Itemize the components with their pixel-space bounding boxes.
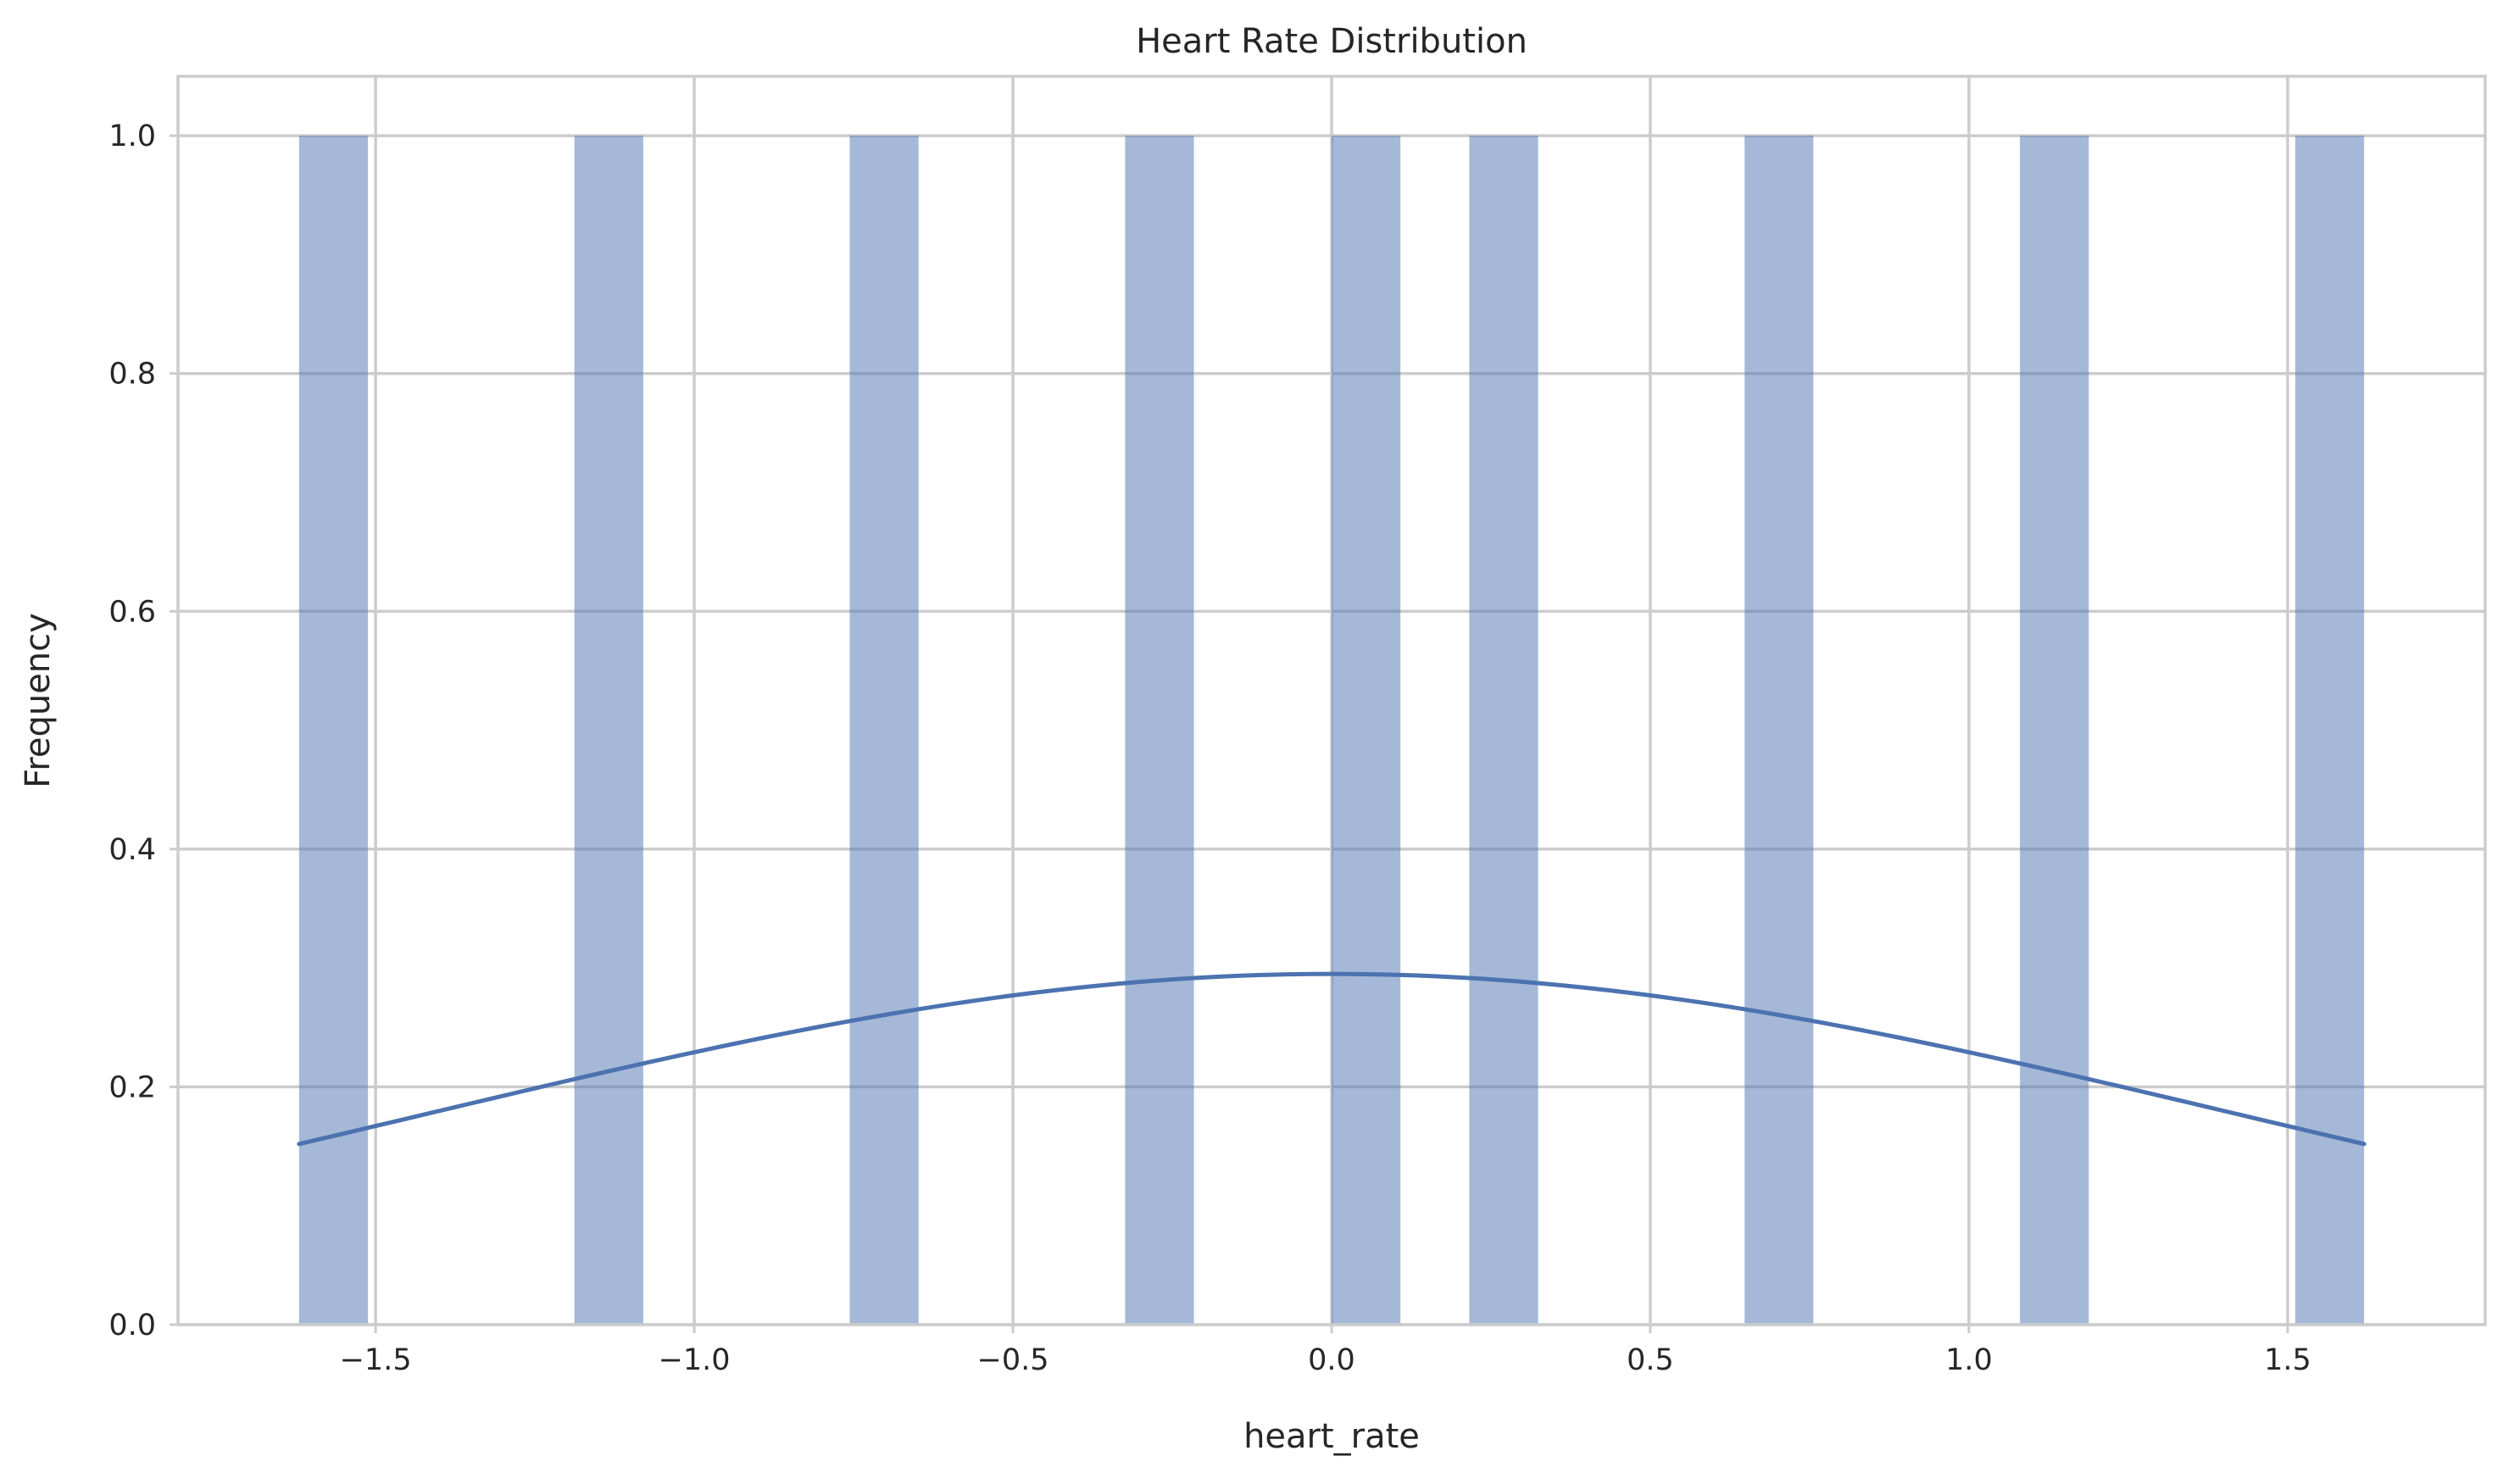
histogram-bar (298, 136, 369, 1326)
y-axis-label: Frequency (19, 613, 58, 788)
x-tick-label: −0.5 (977, 1343, 1049, 1377)
x-tick-label: −1.5 (340, 1343, 412, 1377)
y-axis-ticks: 0.0 0.2 0.4 0.6 0.8 1.0 (108, 119, 178, 1342)
y-tick-label: 0.0 (108, 1309, 156, 1342)
histogram-bar (1744, 136, 1814, 1326)
x-tick-label: 0.5 (1627, 1343, 1674, 1377)
histogram-bar (574, 136, 643, 1326)
histogram-bar (1469, 136, 1538, 1326)
y-tick-label: 0.4 (108, 833, 156, 867)
y-tick-label: 1.0 (108, 119, 156, 153)
x-tick-label: −1.0 (659, 1343, 731, 1377)
kde-curve (297, 971, 2367, 1147)
x-axis-label: heart_rate (1243, 1417, 1420, 1456)
histogram-bar (2294, 136, 2365, 1326)
y-tick-label: 0.6 (108, 595, 156, 629)
histogram-bar (2020, 136, 2089, 1326)
kde-line (297, 971, 2367, 1147)
y-tick-label: 0.8 (108, 358, 156, 392)
histogram-bar (849, 136, 919, 1326)
histogram-bar (1332, 136, 1401, 1326)
y-tick-label: 0.2 (108, 1070, 156, 1104)
x-axis-ticks: −1.5 −1.0 −0.5 0.0 0.5 1.0 1.5 (340, 1325, 2311, 1377)
x-tick-label: 0.0 (1308, 1343, 1355, 1377)
x-tick-label: 1.5 (2264, 1343, 2311, 1377)
x-tick-label: 1.0 (1945, 1343, 1993, 1377)
histogram-bars (298, 136, 2365, 1326)
histogram-bar (1125, 136, 1194, 1326)
chart-title: Heart Rate Distribution (1136, 22, 1527, 61)
